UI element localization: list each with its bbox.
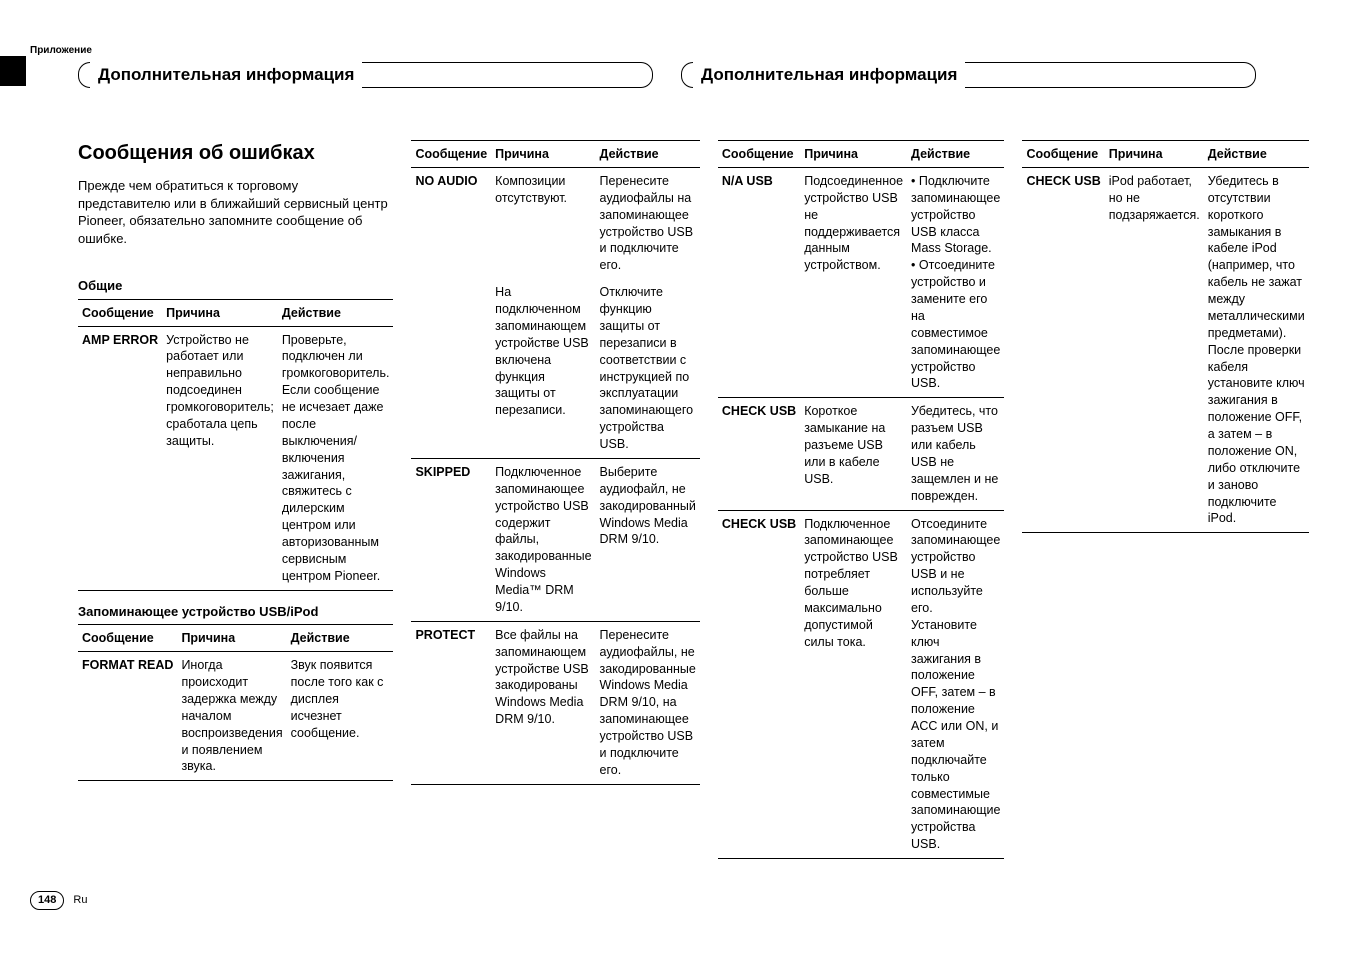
header-pill-right: Дополнительная информация: [681, 62, 1256, 88]
th-msg: Сообщение: [78, 625, 177, 652]
th-msg: Сообщение: [718, 141, 800, 168]
table-col2: Сообщение Причина Действие NO AUDIO Комп…: [411, 140, 699, 785]
col-1: Сообщения об ошибках Прежде чем обратить…: [78, 140, 393, 859]
th-action: Действие: [596, 141, 700, 168]
header-title-left: Дополнительная информация: [90, 64, 362, 87]
table-row: На подключенном запоминающем устройстве …: [411, 279, 699, 458]
header-row: Дополнительная информация Дополнительная…: [78, 62, 1278, 88]
page-number: 148 Ru: [30, 891, 87, 910]
header-title-right: Дополнительная информация: [693, 64, 965, 87]
section-title: Сообщения об ошибках: [78, 140, 393, 167]
th-action: Действие: [907, 141, 1004, 168]
col-2: Сообщение Причина Действие NO AUDIO Комп…: [411, 140, 699, 859]
page-body: Сообщения об ошибках Прежде чем обратить…: [78, 140, 1278, 859]
table-row: NO AUDIO Композиции отсутствуют. Перенес…: [411, 167, 699, 279]
page-lang: Ru: [73, 894, 87, 906]
col-3: Сообщение Причина Действие N/A USB Подсо…: [718, 140, 1005, 859]
intro-text: Прежде чем обратиться к торговому предст…: [78, 177, 393, 247]
table-row: AMP ERROR Устройство не работает или неп…: [78, 326, 393, 590]
th-msg: Сообщение: [1022, 141, 1104, 168]
header-pill-left: Дополнительная информация: [78, 62, 653, 88]
th-msg: Сообщение: [78, 299, 162, 326]
subhead-usb: Запоминающее устройство USB/iPod: [78, 603, 393, 621]
table-row: CHECK USB iPod работает, но не подзаряжа…: [1022, 167, 1308, 532]
table-row: N/A USB Подсоединенное устройство USB не…: [718, 167, 1005, 397]
th-msg: Сообщение: [411, 141, 491, 168]
table-col4: Сообщение Причина Действие CHECK USB iPo…: [1022, 140, 1308, 533]
side-tab: [0, 56, 26, 86]
table-usb-1: Сообщение Причина Действие FORMAT READ И…: [78, 624, 393, 781]
subhead-general: Общие: [78, 277, 393, 295]
table-row: CHECK USB Короткое замыкание на разъеме …: [718, 398, 1005, 510]
table-col3: Сообщение Причина Действие N/A USB Подсо…: [718, 140, 1005, 859]
page-number-value: 148: [30, 891, 64, 910]
table-row: FORMAT READ Иногда происходит задержка м…: [78, 652, 393, 781]
table-row: CHECK USB Подключенное запоминающее устр…: [718, 510, 1005, 859]
th-action: Действие: [1204, 141, 1309, 168]
th-action: Действие: [278, 299, 394, 326]
table-row: PROTECT Все файлы на запоминающем устрой…: [411, 621, 699, 784]
th-cause: Причина: [177, 625, 286, 652]
th-cause: Причина: [1105, 141, 1204, 168]
table-row: SKIPPED Подключенное запоминающее устрой…: [411, 458, 699, 621]
col-4: Сообщение Причина Действие CHECK USB iPo…: [1022, 140, 1308, 859]
th-cause: Причина: [491, 141, 595, 168]
table-general: Сообщение Причина Действие AMP ERROR Уст…: [78, 299, 393, 591]
th-action: Действие: [287, 625, 394, 652]
th-cause: Причина: [162, 299, 278, 326]
th-cause: Причина: [800, 141, 907, 168]
appendix-label: Приложение: [30, 44, 92, 58]
